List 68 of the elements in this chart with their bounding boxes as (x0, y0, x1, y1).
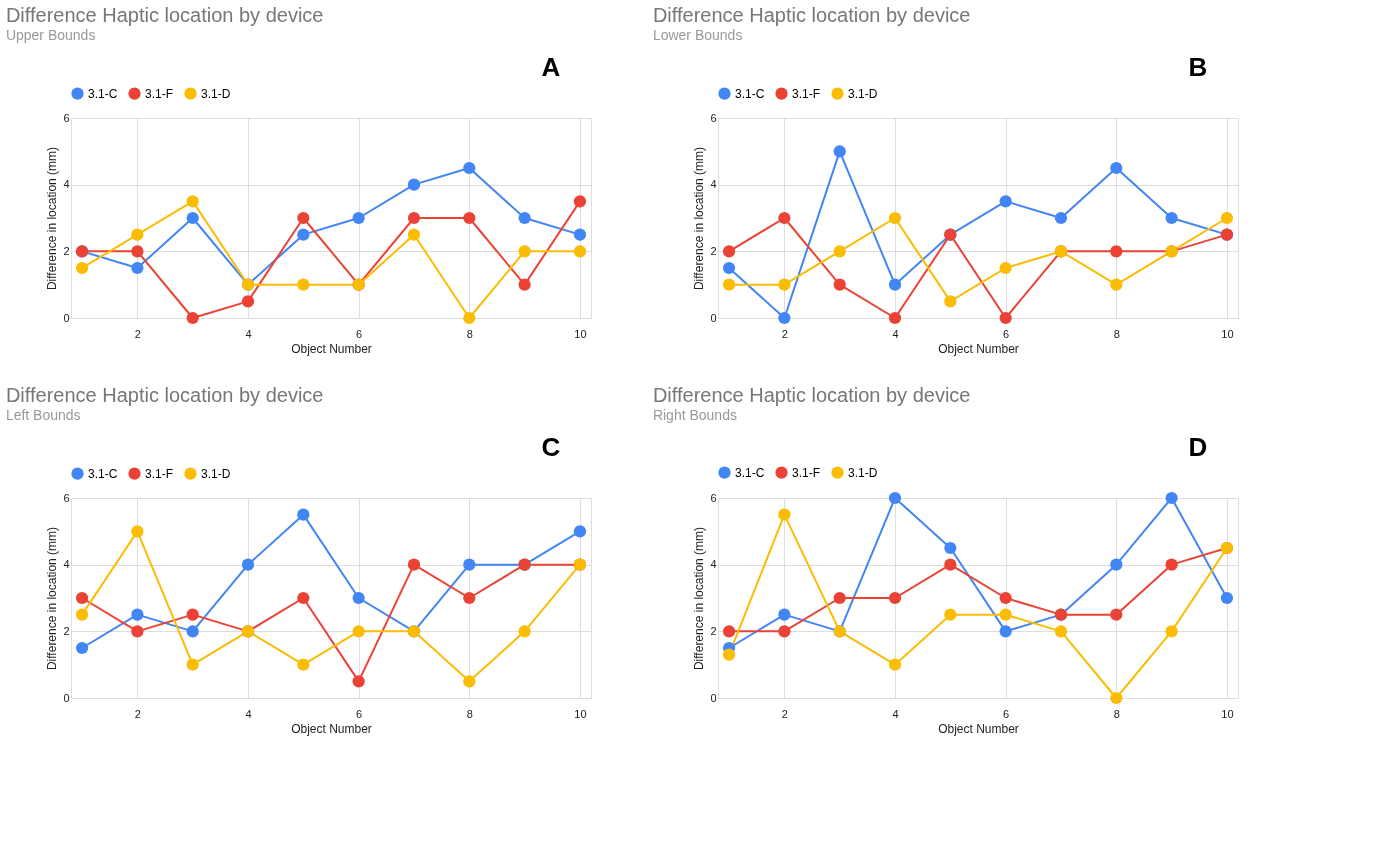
x-tick-label: 10 (1221, 707, 1234, 720)
y-axis-title: Difference in location (mm) (692, 526, 707, 671)
x-tick-label: 4 (892, 707, 899, 720)
y-tick-label: 6 (710, 491, 717, 504)
x-tick-label: 4 (245, 707, 252, 720)
x-tick-label: 6 (1003, 707, 1010, 720)
y-tick-label: 2 (710, 624, 717, 637)
y-axis-title: Difference in location (mm) (45, 526, 60, 671)
legend-label: 3.1-D (848, 465, 878, 480)
x-tick-label: 6 (356, 707, 363, 720)
x-tick-label: 2 (781, 327, 788, 340)
chart-subtitle: Lower Bounds (652, 27, 743, 43)
y-tick-label: 2 (710, 244, 717, 257)
y-tick-label: 0 (710, 691, 717, 704)
x-tick-label: 8 (1113, 327, 1120, 340)
x-tick-label: 4 (892, 327, 899, 340)
y-axis-title: Difference in location (mm) (45, 146, 60, 291)
text: C (541, 432, 561, 462)
chart-subtitle: Left Bounds (5, 407, 81, 423)
legend-label: 3.1-F (792, 86, 821, 101)
text: B (1188, 52, 1208, 82)
legend-label: 3.1-C (735, 86, 765, 101)
y-tick-label: 0 (63, 311, 70, 324)
y-tick-label: 0 (63, 691, 70, 704)
y-tick-label: 2 (63, 624, 70, 637)
text: D (1188, 432, 1208, 462)
x-tick-label: 2 (134, 327, 141, 340)
legend-label: 3.1-C (88, 466, 118, 481)
text: A (541, 52, 561, 82)
x-axis-title: Object Number (938, 721, 1019, 736)
chart-title: Difference Haptic location by device (652, 384, 971, 406)
y-tick-label: 2 (63, 244, 70, 257)
legend-label: 3.1-F (145, 466, 174, 481)
y-tick-label: 0 (710, 311, 717, 324)
legend-label: 3.1-C (735, 465, 765, 480)
x-tick-label: 8 (466, 327, 473, 340)
chart-title: Difference Haptic location by device (5, 384, 324, 406)
chart-title: Difference Haptic location by device (5, 4, 324, 26)
legend-label: 3.1-D (848, 86, 878, 101)
chart-subtitle: Upper Bounds (5, 27, 96, 43)
chart-title: Difference Haptic location by device (652, 4, 971, 26)
y-tick-label: 6 (63, 491, 70, 504)
x-axis-title: Object Number (291, 721, 372, 736)
x-axis-title: Object Number (938, 341, 1019, 356)
legend-label: 3.1-D (201, 86, 231, 101)
x-axis-title: Object Number (291, 341, 372, 356)
x-tick-label: 8 (1113, 707, 1120, 720)
y-tick-label: 6 (710, 111, 717, 124)
y-tick-label: 6 (63, 111, 70, 124)
legend-label: 3.1-C (88, 86, 118, 101)
y-tick-label: 4 (710, 178, 717, 191)
legend-label: 3.1-F (792, 465, 821, 480)
y-tick-label: 4 (63, 178, 70, 191)
y-tick-label: 4 (710, 558, 717, 571)
x-tick-label: 6 (1003, 327, 1010, 340)
x-tick-label: 8 (466, 707, 473, 720)
x-tick-label: 4 (245, 327, 252, 340)
chart-subtitle: Right Bounds (652, 407, 737, 423)
y-axis-title: Difference in location (mm) (692, 146, 707, 291)
x-tick-label: 6 (356, 327, 363, 340)
y-tick-label: 4 (63, 558, 70, 571)
x-tick-label: 2 (781, 707, 788, 720)
legend-label: 3.1-D (201, 466, 231, 481)
x-tick-label: 10 (574, 707, 587, 720)
x-tick-label: 10 (574, 327, 587, 340)
legend-label: 3.1-F (145, 86, 174, 101)
x-tick-label: 2 (134, 707, 141, 720)
x-tick-label: 10 (1221, 327, 1234, 340)
